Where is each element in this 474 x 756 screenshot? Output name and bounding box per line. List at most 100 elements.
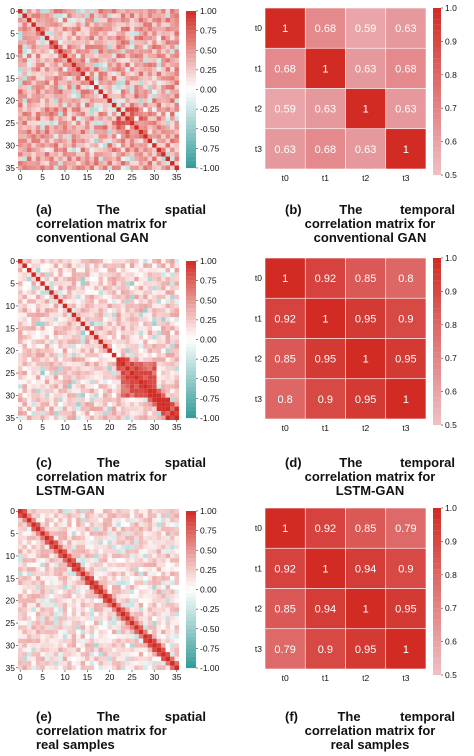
heatmap-cell — [165, 147, 171, 153]
heatmap-cell — [53, 397, 59, 403]
heatmap-cell — [94, 397, 99, 403]
heatmap-cell — [129, 393, 135, 398]
heatmap-cell — [134, 379, 139, 385]
heatmap-cell — [134, 111, 139, 117]
heatmap-cell — [165, 620, 171, 626]
heatmap-cell — [134, 366, 139, 371]
heatmap-cell — [165, 111, 171, 117]
heatmap-cell — [156, 517, 162, 523]
heatmap-cell — [85, 535, 90, 541]
heatmap-cell — [67, 62, 72, 68]
heatmap-cell — [138, 384, 144, 389]
heatmap-cell — [161, 517, 166, 523]
heatmap-cell — [165, 656, 171, 662]
heatmap-cell — [80, 165, 86, 171]
heatmap-cell — [49, 549, 54, 554]
heatmap-cell — [161, 330, 166, 336]
heatmap-cell — [85, 397, 90, 403]
heatmap-cell — [134, 611, 139, 617]
y-tick-label: t2 — [255, 604, 262, 614]
colorbar-segment — [433, 580, 441, 587]
heatmap-cell — [147, 388, 153, 394]
heatmap-cell — [152, 17, 157, 23]
heatmap-cell — [165, 611, 171, 617]
heatmap-cell — [76, 509, 81, 514]
heatmap-cell — [120, 294, 126, 300]
heatmap-cell — [94, 321, 99, 327]
heatmap-cell — [67, 647, 72, 653]
heatmap-cell — [120, 375, 126, 380]
heatmap-cell — [156, 625, 162, 630]
heatmap-cell — [147, 89, 153, 95]
heatmap-cell — [76, 107, 81, 112]
heatmap-cell — [116, 370, 121, 376]
heatmap-cell — [170, 625, 175, 630]
heatmap-cell — [156, 44, 162, 50]
colorbar-segment — [433, 80, 441, 87]
heatmap-cell — [170, 285, 175, 291]
heatmap-cell — [94, 308, 99, 313]
heatmap-cell — [134, 562, 139, 568]
heatmap-cell — [76, 303, 81, 309]
heatmap-cell — [22, 665, 27, 671]
heatmap-cell — [107, 517, 112, 523]
heatmap-cell — [152, 509, 157, 514]
heatmap-cell — [138, 593, 144, 599]
heatmap-cell — [143, 335, 148, 340]
heatmap-cell — [53, 294, 59, 300]
heatmap-cell — [174, 161, 180, 166]
heatmap-cell — [143, 317, 148, 322]
colorbar-segment — [186, 636, 196, 641]
heatmap-cell — [120, 647, 126, 653]
heatmap-cell — [22, 147, 27, 153]
heatmap-cell — [111, 321, 117, 327]
heatmap-cell — [40, 143, 45, 148]
heatmap-cell — [143, 406, 148, 412]
heatmap-cell — [116, 656, 121, 662]
heatmap-cell — [40, 620, 45, 626]
heatmap-cell — [80, 562, 86, 568]
heatmap-cell — [94, 9, 99, 14]
heatmap-cell — [129, 352, 135, 358]
heatmap-cell — [76, 357, 81, 362]
heatmap-cell — [31, 326, 36, 331]
heatmap-cell — [125, 509, 130, 514]
colorbar-segment — [186, 93, 196, 98]
heatmap-cell — [125, 58, 130, 63]
heatmap-cell — [94, 393, 99, 398]
heatmap-cell — [22, 98, 27, 103]
heatmap-cell — [18, 375, 23, 380]
heatmap-cell — [156, 379, 162, 385]
heatmap-cell — [31, 120, 36, 126]
heatmap-cell — [26, 22, 32, 27]
heatmap-cell — [134, 540, 139, 545]
heatmap-cell — [53, 611, 59, 617]
colorbar-segment — [433, 63, 441, 70]
cell-value-label: 0.63 — [315, 104, 336, 116]
heatmap-cell — [53, 361, 59, 367]
heatmap-cell — [89, 526, 95, 532]
heatmap-cell — [138, 67, 144, 72]
heatmap-cell — [120, 522, 126, 527]
heatmap-cell — [102, 343, 108, 349]
heatmap-cell — [76, 571, 81, 577]
heatmap-cell — [31, 26, 36, 32]
heatmap-cell — [89, 357, 95, 362]
heatmap-cell — [67, 281, 72, 286]
heatmap-cell — [62, 375, 68, 380]
heatmap-cell — [58, 330, 63, 336]
y-tick-label: 30 — [6, 390, 16, 400]
heatmap-cell — [26, 9, 32, 14]
heatmap-cell — [147, 553, 153, 559]
heatmap-cell — [85, 303, 90, 309]
heatmap-cell — [53, 152, 59, 157]
heatmap-cell — [62, 384, 68, 389]
heatmap-cell — [111, 290, 117, 295]
heatmap-cell — [31, 370, 36, 376]
heatmap-cell — [134, 625, 139, 630]
heatmap-cell — [98, 93, 104, 99]
heatmap-cell — [165, 348, 171, 353]
heatmap-cell — [35, 643, 41, 648]
heatmap-cell — [44, 89, 50, 95]
heatmap-cell — [67, 343, 72, 349]
